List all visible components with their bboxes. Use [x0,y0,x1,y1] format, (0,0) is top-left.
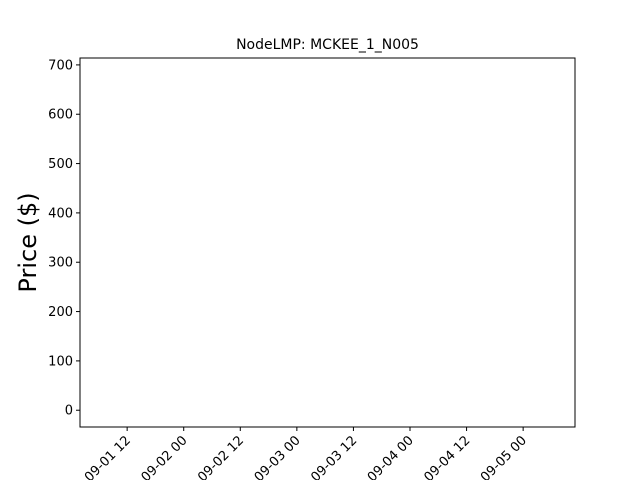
x-tick-label: 09-01 12 [82,433,134,480]
y-tick-label: 0 [65,404,73,419]
x-tick-label: 09-03 12 [308,433,360,480]
plot-frame [79,57,576,428]
x-tick-label: 09-04 12 [421,433,473,480]
y-tick-label: 600 [48,108,73,123]
y-axis-label: Price ($) [14,192,42,292]
x-tick-label: 09-02 00 [139,433,191,480]
x-tick-label: 09-03 00 [252,433,304,480]
x-tick-label: 09-05 00 [478,433,530,480]
y-tick-label: 100 [48,354,73,369]
x-tick-label: 09-02 12 [195,433,247,480]
y-tick-label: 200 [48,305,73,320]
x-tick-label: 09-04 00 [365,433,417,480]
y-tick-label: 400 [48,206,73,221]
y-tick-label: 500 [48,157,73,172]
chart-title: NodeLMP: MCKEE_1_N005 [236,37,419,53]
y-tick-label: 300 [48,256,73,271]
y-tick-label: 700 [48,58,73,73]
